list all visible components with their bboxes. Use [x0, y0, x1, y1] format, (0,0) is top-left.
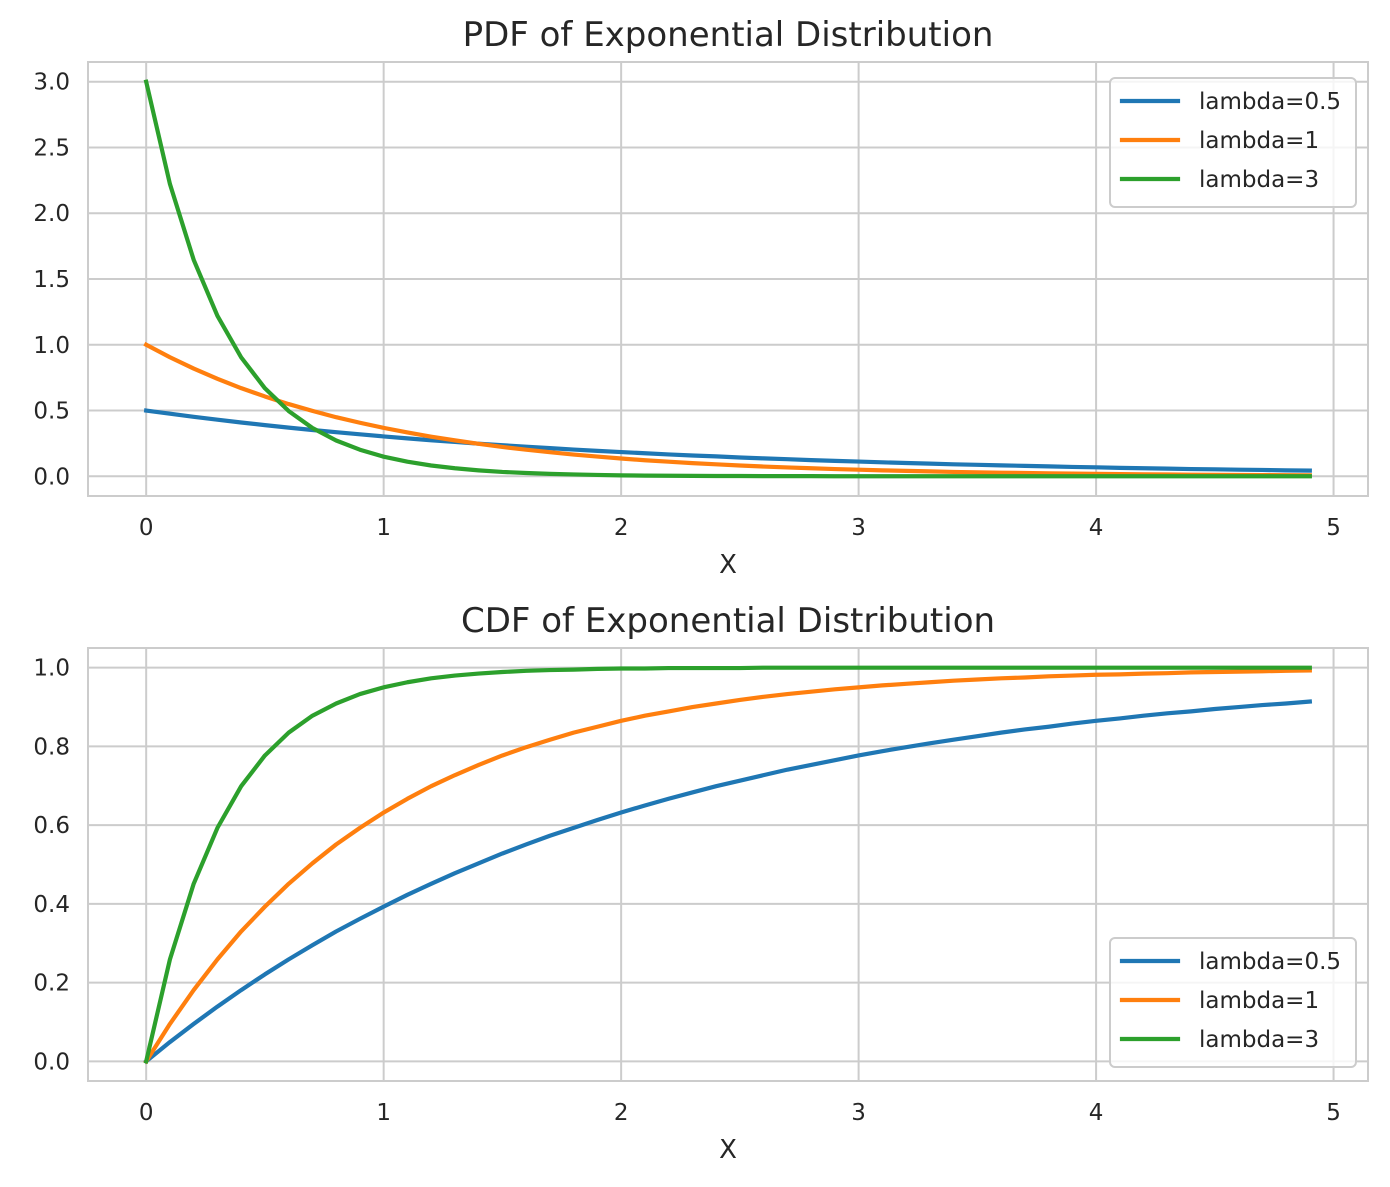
pdf-chart: 0 1 2 3 4 5 0.0 0.5 1.0 1.5 2.0 2.5 3.0 PDF of Expone…: [33, 15, 1369, 580]
pdf-y-tick-label: 2.5: [33, 135, 70, 161]
cdf-x-axis-label: X: [719, 1135, 737, 1165]
pdf-legend-label-2: lambda=1: [1199, 128, 1319, 154]
pdf-x-tick-label: 0: [139, 515, 154, 541]
pdf-legend-box: [1109, 77, 1357, 208]
cdf-x-tick-label: 5: [1326, 1100, 1341, 1126]
cdf-x-tick-label: 0: [139, 1100, 154, 1126]
pdf-y-tick-label: 2.0: [33, 201, 70, 227]
cdf-y-tick-label: 0.4: [33, 892, 70, 918]
pdf-legend-label-1: lambda=0.5: [1199, 89, 1341, 115]
pdf-y-tick-label: 3.0: [33, 70, 70, 96]
pdf-x-tick-label: 4: [1089, 515, 1104, 541]
cdf-legend: lambda=0.5 lambda=1 lambda=3: [1109, 937, 1357, 1068]
pdf-legend-label-3: lambda=3: [1199, 167, 1319, 193]
pdf-x-tick-label: 5: [1326, 515, 1341, 541]
pdf-legend: lambda=0.5 lambda=1 lambda=3: [1109, 77, 1357, 208]
pdf-x-tick-label: 2: [614, 515, 629, 541]
cdf-legend-label-3: lambda=3: [1199, 1027, 1319, 1053]
cdf-x-tick-label: 3: [851, 1100, 866, 1126]
pdf-chart-title: PDF of Exponential Distribution: [463, 15, 994, 55]
pdf-y-tick-label: 1.5: [33, 267, 70, 293]
cdf-legend-label-2: lambda=1: [1199, 988, 1319, 1014]
cdf-chart-title: CDF of Exponential Distribution: [461, 601, 995, 641]
cdf-series-line-2: [143, 668, 1312, 1065]
pdf-y-tick-label: 0.5: [33, 399, 70, 425]
pdf-y-tick-label: 0.0: [33, 464, 70, 490]
pdf-y-tick-label: 1.0: [33, 333, 70, 359]
cdf-y-tick-label: 0.8: [33, 734, 70, 760]
cdf-series-line-3: [143, 665, 1312, 1064]
pdf-series-line-3: [143, 79, 1312, 479]
cdf-y-tick-label: 0.6: [33, 813, 70, 839]
cdf-x-tick-label: 1: [376, 1100, 391, 1126]
pdf-x-tick-label: 1: [376, 515, 391, 541]
pdf-series-line-1: [143, 408, 1312, 473]
cdf-chart: 0 1 2 3 4 5 0.0 0.2 0.4 0.6 0.8 1.0 CDF of Exponenti…: [33, 601, 1369, 1165]
cdf-legend-label-1: lambda=0.5: [1199, 949, 1341, 975]
cdf-y-tick-label: 0.2: [33, 971, 70, 997]
cdf-x-tick-label: 2: [614, 1100, 629, 1126]
pdf-x-axis-label: X: [719, 550, 737, 580]
cdf-x-tick-label: 4: [1089, 1100, 1104, 1126]
cdf-legend-box: [1109, 937, 1357, 1068]
cdf-y-tick-label: 1.0: [33, 656, 70, 682]
pdf-x-tick-label: 3: [851, 515, 866, 541]
cdf-series-line-1: [143, 699, 1313, 1065]
pdf-series-line-2: [143, 341, 1312, 478]
cdf-y-tick-label: 0.0: [33, 1049, 70, 1075]
